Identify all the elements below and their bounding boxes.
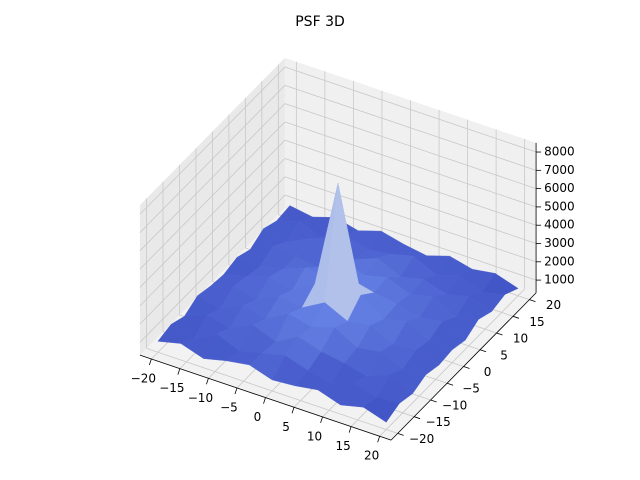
tick-mark	[206, 378, 209, 385]
chart-title: PSF 3D	[295, 14, 345, 30]
y-tick-label: 0	[484, 365, 492, 379]
z-tick-label: 8000	[544, 145, 575, 159]
tick-mark	[148, 358, 152, 366]
grid-line	[284, 84, 537, 171]
x-tick-label: −20	[131, 371, 156, 385]
x-tick-label: 15	[335, 439, 350, 453]
tick-mark	[291, 407, 295, 414]
tick-mark	[234, 387, 238, 395]
y-tick-label: −10	[442, 398, 467, 412]
y-tick-label: 5	[500, 348, 508, 362]
grid-line	[284, 121, 537, 208]
tick-mark	[479, 349, 487, 353]
grid-line	[139, 139, 286, 288]
tick-mark	[529, 299, 536, 302]
grid-line	[284, 66, 537, 153]
y-tick-label: 20	[546, 298, 561, 312]
grid-line	[284, 139, 537, 226]
z-tick-label: 5000	[544, 199, 575, 213]
tick-mark	[320, 416, 323, 424]
grid-line	[139, 103, 286, 252]
grid-line	[139, 121, 286, 270]
tick-mark	[414, 416, 421, 420]
grid-line	[284, 176, 537, 263]
x-axis	[139, 354, 392, 441]
tick-mark	[377, 436, 381, 443]
grid-line	[284, 194, 537, 281]
grid-line	[139, 194, 286, 343]
grid-line	[284, 103, 537, 190]
y-tick-label: −15	[425, 415, 450, 429]
y-tick-label: 10	[513, 332, 528, 346]
x-tick-label: 10	[307, 429, 322, 443]
x-tick-label: −5	[220, 400, 238, 414]
z-tick-label: 7000	[544, 163, 575, 177]
x-tick-label: −10	[188, 391, 213, 405]
z-tick-label: 6000	[544, 181, 575, 195]
grid-line	[139, 176, 286, 325]
y-axis	[390, 292, 537, 441]
tick-mark	[177, 368, 181, 375]
x-tick-label: 0	[254, 410, 262, 424]
tick-mark	[348, 426, 352, 433]
grid-line	[284, 158, 537, 244]
tick-mark	[397, 433, 404, 436]
z-tick-label: 4000	[544, 218, 575, 232]
tick-mark	[430, 399, 437, 403]
y-tick-label: −5	[462, 382, 480, 396]
grid-line	[139, 158, 286, 307]
grid-line	[139, 66, 286, 215]
grid-line	[139, 85, 286, 233]
surface-patch	[363, 397, 400, 423]
tick-mark	[263, 397, 266, 404]
x-tick-label: −15	[159, 381, 184, 395]
tick-mark	[512, 315, 520, 319]
z-tick-label: 2000	[544, 254, 575, 268]
x-tick-label: 20	[364, 449, 379, 463]
tick-mark	[463, 366, 470, 369]
z-tick-label: 3000	[544, 236, 575, 250]
tick-mark	[496, 332, 503, 336]
y-tick-label: 15	[529, 315, 544, 329]
grid-line	[146, 348, 398, 434]
x-tick-label: 5	[282, 420, 290, 434]
y-tick-label: −20	[409, 432, 434, 446]
tick-mark	[446, 382, 454, 386]
z-tick-label: 1000	[544, 273, 575, 287]
